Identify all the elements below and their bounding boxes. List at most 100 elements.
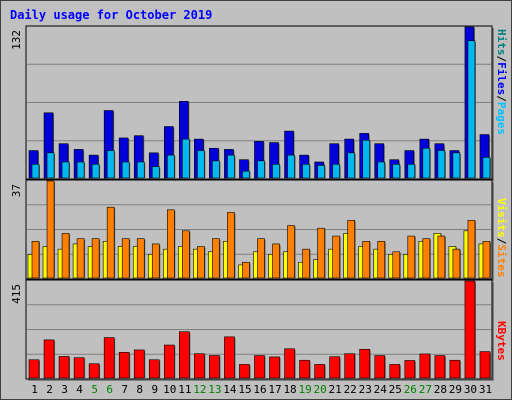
bar-kbytes-7 [118,351,130,379]
bar-files-7 [121,161,130,179]
x-tick-label-24: 24 [374,383,388,396]
bar-sites-14 [227,212,235,279]
x-tick-label-10: 10 [163,383,176,396]
bar-kbytes-5 [88,363,100,379]
bar-sites-21 [332,235,340,279]
bar-kbytes-27 [419,353,431,379]
bar-kbytes-11 [179,331,190,379]
bar-kbytes-18 [284,348,295,379]
x-tick-label-28: 28 [434,383,447,396]
legend-item: KBytes [495,321,508,361]
bar-kbytes-21 [329,356,340,379]
x-tick-label-8: 8 [136,383,143,396]
bar-files-12 [197,150,205,179]
bar-kbytes-23 [359,348,371,379]
bar-kbytes-8 [133,349,145,379]
bar-sites-1 [31,240,40,279]
x-tick-label-1: 1 [31,383,38,396]
bar-sites-31 [482,240,491,279]
bar-kbytes-10 [163,344,175,379]
x-tick-label-9: 9 [151,383,158,396]
bar-sites-18 [287,225,295,279]
bar-sites-7 [121,238,130,279]
x-tick-label-27: 27 [419,383,432,396]
bar-files-4 [76,161,85,179]
bar-kbytes-3 [58,356,70,379]
x-tick-label-19: 19 [298,383,311,396]
bar-files-26 [407,163,416,179]
bar-kbytes-1 [28,359,40,379]
bar-sites-12 [197,246,205,279]
bar-files-18 [287,154,295,179]
legend-item: Hits [495,29,508,56]
bar-files-16 [257,160,265,179]
bar-files-31 [482,157,491,179]
x-tick-label-6: 6 [106,383,113,396]
x-tick-label-20: 20 [314,383,327,396]
x-tick-label-4: 4 [76,383,83,396]
bar-sites-29 [452,248,461,279]
bar-files-21 [332,163,340,179]
bar-files-23 [362,139,371,179]
x-tick-label-14: 14 [223,383,237,396]
bar-kbytes-19 [299,359,310,379]
bar-sites-30 [467,220,476,279]
x-tick-label-22: 22 [344,383,357,396]
legend-item: Pages [495,102,508,135]
bar-kbytes-15 [239,364,250,379]
y-max-label-visits-sites: 37 [10,184,23,197]
bar-kbytes-29 [449,359,461,379]
bar-files-30 [467,40,476,179]
bar-files-8 [136,161,145,179]
y-max-label-kbytes: 415 [10,284,23,304]
bar-kbytes-13 [209,355,220,379]
bar-sites-24 [377,240,386,279]
x-tick-label-26: 26 [404,383,417,396]
bar-sites-17 [272,243,280,279]
bar-sites-20 [317,227,325,279]
bar-kbytes-4 [73,357,85,379]
bar-files-20 [317,165,325,179]
bar-files-22 [347,152,355,179]
x-tick-label-31: 31 [479,383,492,396]
bar-files-3 [61,161,70,179]
legend-item: Sites [495,244,508,277]
bar-files-10 [166,154,175,179]
chart-title: Daily usage for October 2019 [10,8,213,22]
middle-panel-legend: Visits/Sites [495,198,508,278]
bar-kbytes-2 [43,339,55,379]
bar-kbytes-16 [254,355,265,379]
bar-kbytes-26 [404,360,416,379]
bar-sites-4 [76,238,85,279]
bar-sites-3 [61,233,70,279]
x-tick-label-18: 18 [283,383,296,396]
bar-sites-8 [136,238,145,279]
bar-sites-11 [182,230,190,279]
top-panel-legend: Hits/Files/Pages [495,29,508,135]
bar-kbytes-20 [314,364,325,379]
bar-sites-6 [106,206,115,279]
bar-sites-22 [347,220,355,279]
legend-item: Visits [495,198,508,238]
bar-files-9 [151,166,160,179]
x-tick-label-13: 13 [208,383,221,396]
bar-files-19 [302,163,310,179]
x-tick-label-2: 2 [46,383,53,396]
legend-item: Files [495,62,508,95]
x-tick-label-5: 5 [91,383,98,396]
bar-kbytes-6 [103,337,115,379]
bar-sites-2 [46,180,55,279]
x-tick-label-17: 17 [268,383,281,396]
bar-sites-15 [242,261,250,279]
bar-kbytes-28 [434,355,446,379]
bar-files-25 [392,163,401,179]
bar-files-2 [46,152,55,179]
bar-kbytes-12 [194,353,205,379]
bar-files-24 [377,161,386,179]
x-tick-label-29: 29 [449,383,462,396]
legend-item: / [495,238,508,245]
bar-kbytes-17 [269,356,280,379]
bar-files-6 [106,150,115,179]
